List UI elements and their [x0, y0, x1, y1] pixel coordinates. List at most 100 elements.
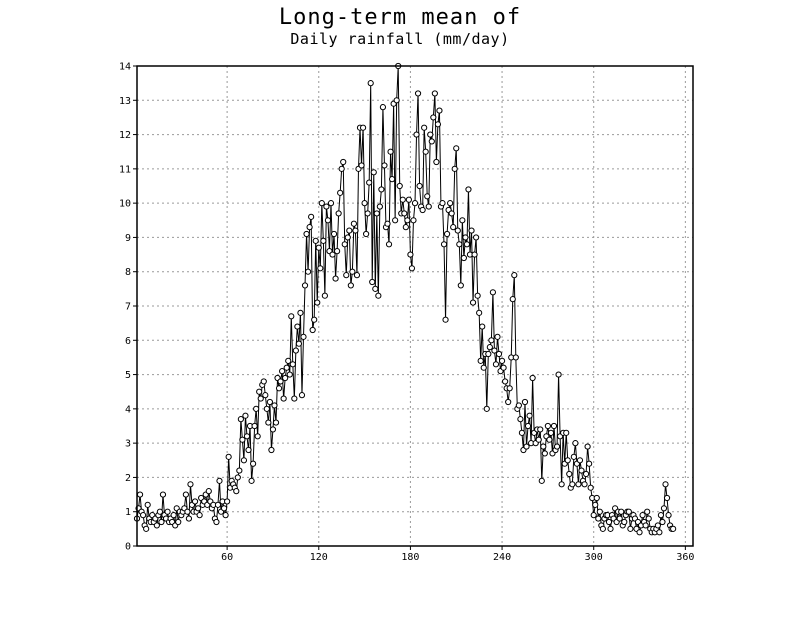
data-point: [222, 512, 229, 519]
data-point: [283, 364, 290, 371]
data-point: [373, 210, 380, 217]
data-point: [271, 402, 278, 409]
data-point: [663, 494, 671, 502]
data-point: [540, 443, 547, 450]
data-point: [575, 481, 582, 488]
data-point: [140, 512, 147, 519]
data-point: [285, 357, 292, 364]
data-point: [660, 505, 668, 512]
data-point: [639, 512, 646, 519]
data-point: [308, 213, 315, 220]
data-point: [240, 457, 248, 464]
data-point: [384, 220, 391, 227]
y-tick-label: 14: [119, 62, 131, 73]
data-point: [605, 518, 613, 526]
data-point: [214, 501, 222, 508]
data-point: [213, 518, 220, 526]
data-point: [593, 494, 600, 502]
data-point: [506, 385, 513, 392]
series-layer: [133, 62, 677, 536]
data-point: [249, 460, 257, 467]
data-point: [153, 522, 160, 529]
data-point: [378, 186, 385, 193]
data-point: [318, 200, 325, 207]
x-tick-label: 60: [221, 552, 233, 563]
data-point: [572, 440, 579, 447]
x-tick-label: 180: [401, 552, 419, 563]
data-point: [489, 289, 496, 296]
data-point: [582, 470, 590, 478]
data-point: [416, 182, 423, 190]
x-tick-label: 360: [676, 552, 694, 563]
data-point: [279, 368, 286, 375]
data-point: [280, 395, 287, 402]
data-point: [456, 241, 463, 248]
data-point: [473, 234, 480, 241]
data-point: [263, 405, 270, 412]
data-point: [564, 457, 571, 464]
data-point: [654, 522, 661, 529]
data-point: [335, 210, 342, 217]
data-point: [477, 357, 484, 364]
data-point: [436, 107, 443, 114]
data-point: [576, 457, 584, 464]
data-point: [343, 272, 350, 279]
data-point: [424, 193, 431, 200]
data-point: [425, 203, 432, 210]
data-point: [289, 361, 296, 368]
data-point: [401, 210, 408, 217]
data-point: [578, 467, 585, 474]
data-point: [216, 477, 223, 484]
data-point: [659, 518, 666, 526]
data-point: [303, 230, 310, 238]
data-point: [544, 422, 551, 430]
y-tick-label: 11: [119, 164, 131, 175]
x-tick-label: 120: [310, 552, 328, 563]
y-tick-label: 6: [125, 336, 131, 347]
data-point: [233, 488, 240, 495]
data-point: [187, 481, 194, 488]
data-point: [515, 402, 522, 409]
data-point: [286, 371, 293, 378]
data-point: [451, 165, 458, 172]
data-point: [375, 292, 382, 299]
data-point: [347, 282, 354, 289]
data-point: [644, 508, 651, 515]
data-point: [584, 443, 591, 450]
data-point: [330, 230, 338, 238]
data-point: [294, 323, 301, 330]
data-point: [329, 251, 336, 258]
data-point: [164, 508, 171, 515]
data-point: [537, 426, 544, 433]
data-point: [315, 244, 322, 251]
data-point: [430, 114, 437, 121]
data-point: [471, 251, 478, 258]
data-point: [327, 200, 335, 207]
y-tick-label: 5: [125, 370, 131, 381]
data-point: [442, 316, 449, 323]
data-point: [317, 265, 324, 272]
data-point: [511, 272, 518, 279]
data-point: [385, 241, 393, 248]
data-point: [275, 385, 283, 392]
data-point: [479, 323, 486, 330]
data-point: [411, 200, 419, 207]
data-point: [399, 196, 406, 203]
data-point: [369, 278, 376, 286]
data-point: [491, 347, 498, 354]
data-point: [547, 429, 555, 436]
data-point: [143, 525, 150, 532]
data-point: [254, 433, 261, 440]
data-point: [320, 237, 327, 244]
data-point: [358, 162, 365, 169]
data-point: [587, 484, 594, 491]
data-point: [636, 529, 643, 536]
data-point: [332, 275, 339, 282]
data-point: [468, 227, 475, 234]
chart-title: Long-term mean of: [279, 5, 521, 30]
data-point: [379, 104, 387, 111]
data-point: [596, 508, 603, 515]
y-tick-label: 3: [125, 439, 131, 450]
